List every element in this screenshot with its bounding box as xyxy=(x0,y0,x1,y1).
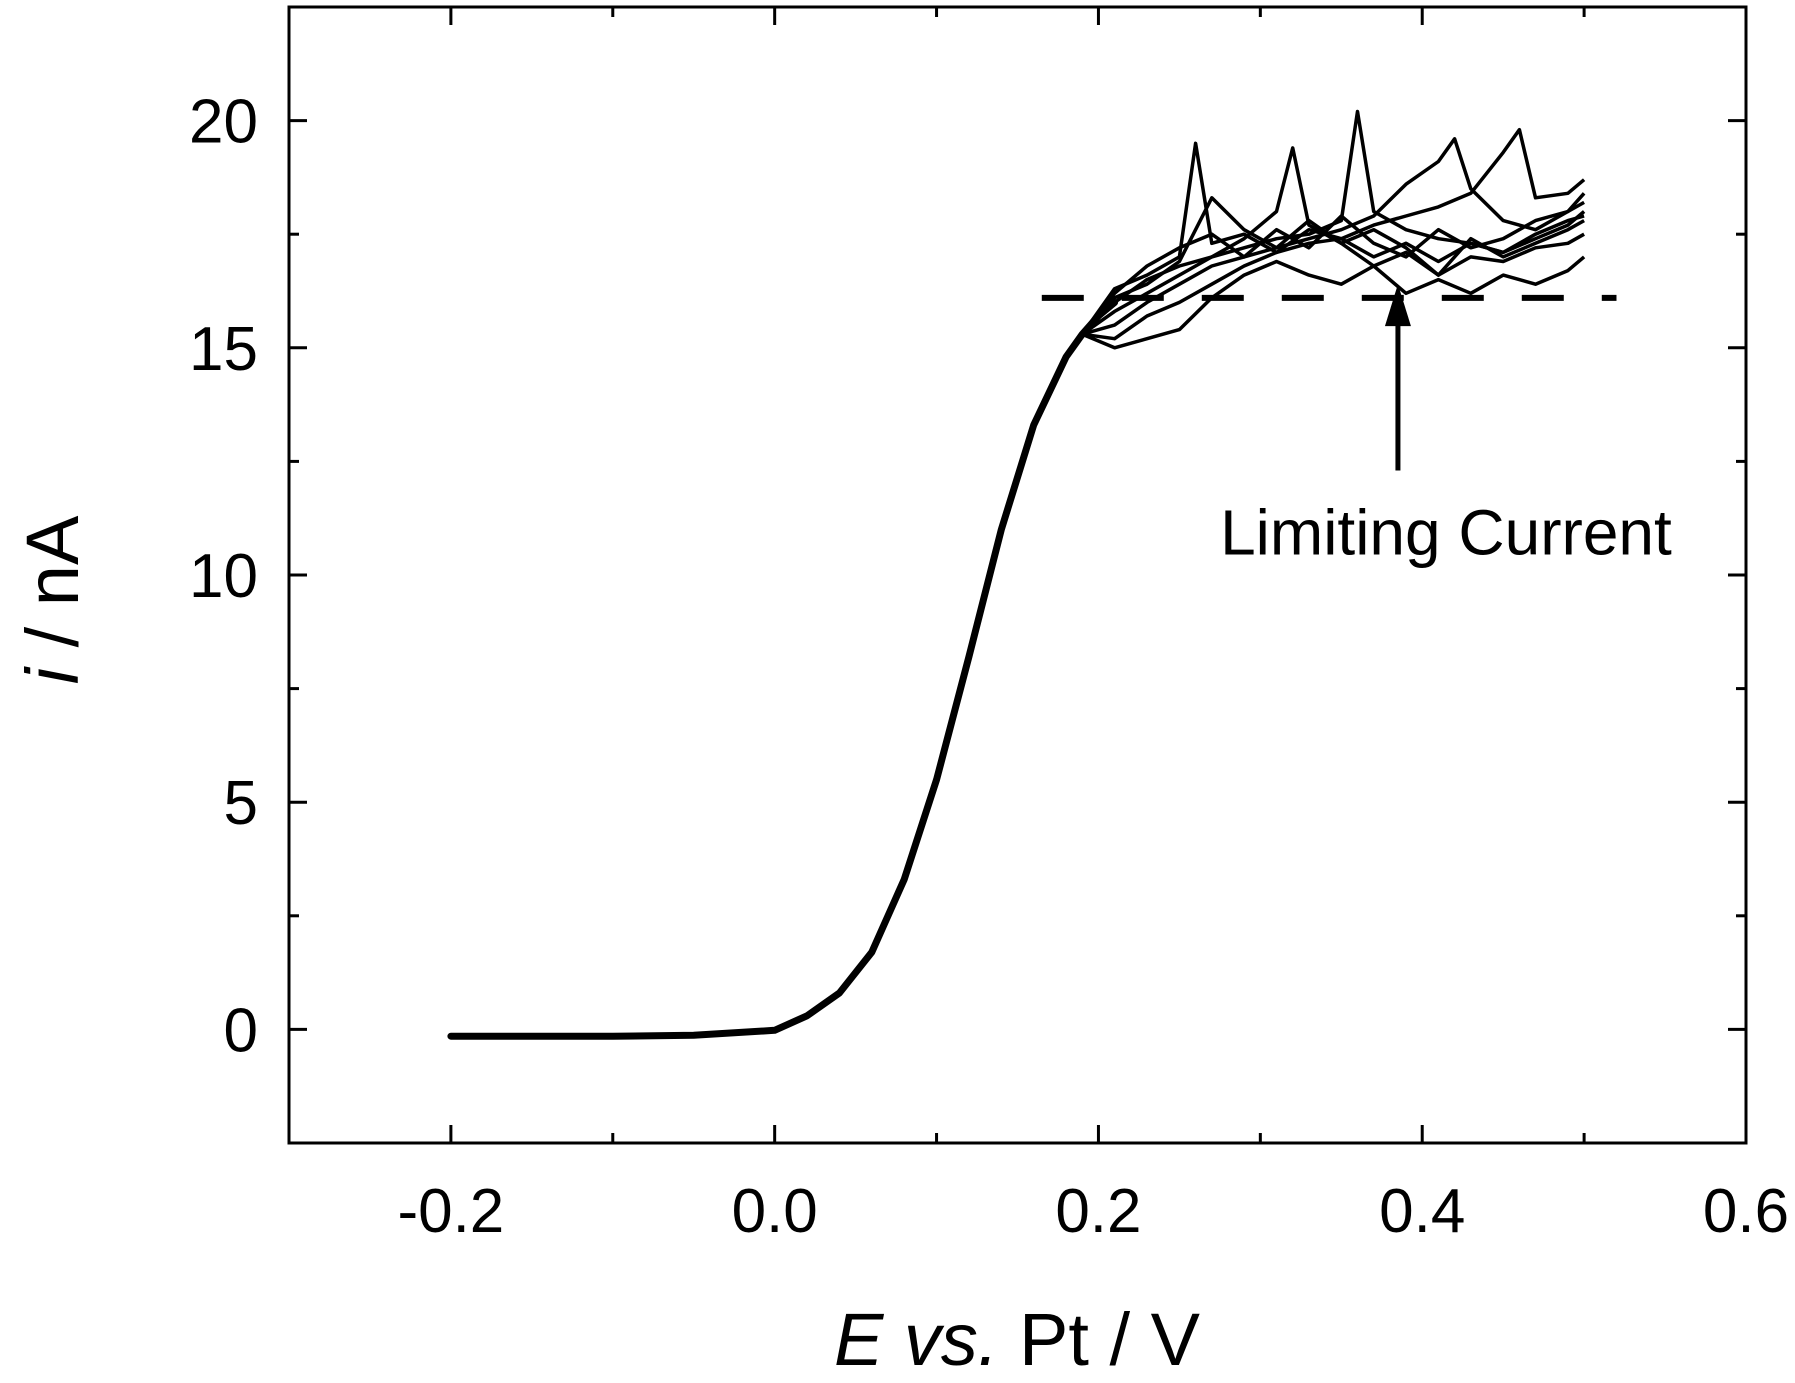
y-tick-label: 10 xyxy=(189,542,258,611)
annotation-arrow xyxy=(1384,284,1411,471)
series-group xyxy=(447,109,1586,1040)
minor-ticks xyxy=(289,7,1746,1143)
x-tick-label: 0.6 xyxy=(1703,1177,1789,1246)
arrow-head xyxy=(1384,284,1411,327)
x-tick-label: -0.2 xyxy=(397,1177,504,1246)
x-tick-labels: -0.2 0.0 0.2 0.4 0.6 xyxy=(397,1177,1789,1246)
series-line xyxy=(1081,255,1586,350)
x-tick-label: 0.0 xyxy=(732,1177,818,1246)
series-line xyxy=(1080,196,1585,336)
y-tick-label: 5 xyxy=(224,769,258,838)
y-tick-label: 0 xyxy=(224,996,258,1065)
y-axis-label-italic: i xyxy=(11,665,94,684)
y-tick-labels: 0 5 10 15 20 xyxy=(189,88,258,1066)
y-axis-label-rest: / nA xyxy=(11,515,94,668)
y-axis-label: i / nA xyxy=(11,515,94,684)
series-line xyxy=(1082,127,1586,341)
rise-curve xyxy=(447,298,1119,1040)
x-axis-label-italic: E vs. xyxy=(834,1298,998,1381)
plot-frame xyxy=(287,5,1748,1145)
series-line xyxy=(1081,137,1586,336)
annotation-label: Limiting Current xyxy=(1220,496,1672,568)
x-axis-label-rest: Pt / V xyxy=(998,1298,1200,1381)
x-tick-label: 0.2 xyxy=(1055,1177,1141,1246)
major-ticks xyxy=(289,7,1748,1143)
y-tick-label: 15 xyxy=(189,315,258,384)
x-axis-label: E vs. Pt / V xyxy=(834,1298,1201,1381)
y-tick-label: 20 xyxy=(189,88,258,157)
x-tick-label: 0.4 xyxy=(1379,1177,1465,1246)
series-line xyxy=(1081,109,1586,336)
